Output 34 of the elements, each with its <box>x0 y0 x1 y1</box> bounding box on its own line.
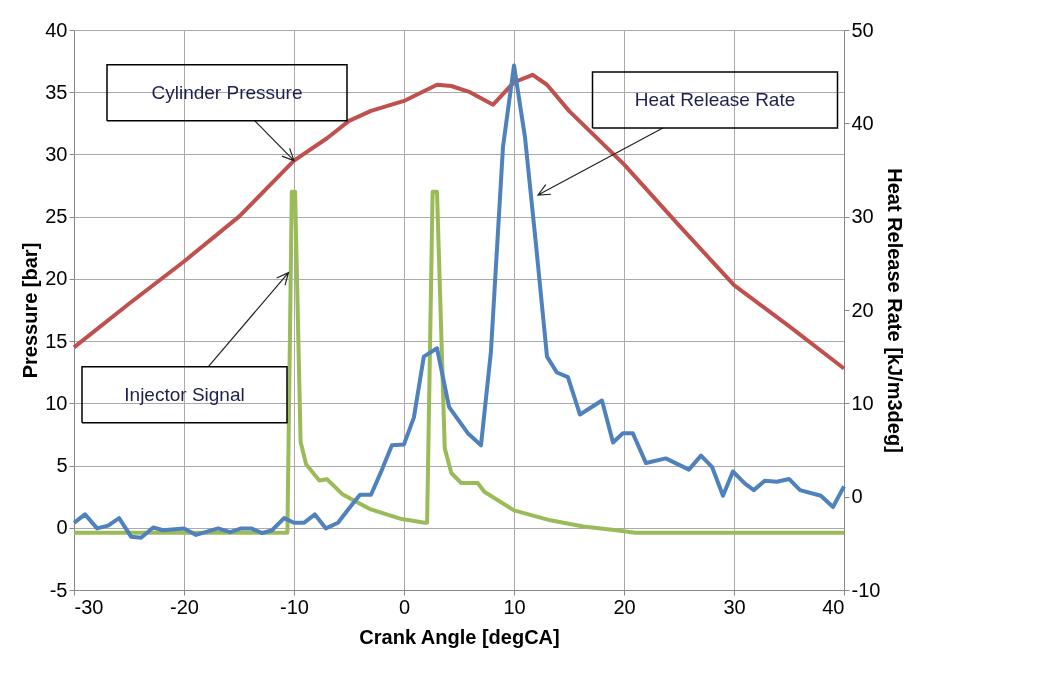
x-axis-title: Crank Angle [degCA] <box>359 625 560 648</box>
y2-tick-label: 10 <box>851 391 874 414</box>
y-tick-label: -5 <box>49 578 68 601</box>
y-tick-label: 25 <box>45 205 68 228</box>
y2-tick-label: 30 <box>851 205 874 228</box>
y-axis-title: Pressure [bar] <box>19 242 42 379</box>
y2-axis-title: Heat Release Rate [kJ/m3deg] <box>884 168 907 453</box>
annotation: Cylinder Pressure <box>151 81 303 103</box>
annotation: Injector Signal <box>124 383 245 405</box>
y2-tick-label: 40 <box>851 111 874 134</box>
x-tick-label: 0 <box>398 595 411 618</box>
y-tick-label: 10 <box>45 391 68 414</box>
line-series <box>72 63 846 540</box>
y2-tick-label: 20 <box>851 298 874 321</box>
x-tick-label: 10 <box>503 595 526 618</box>
x-tick-label: -10 <box>280 595 309 618</box>
y2-tick-label: 0 <box>851 485 863 508</box>
y2-tick-label: -10 <box>851 578 881 601</box>
y-tick-label: 0 <box>56 516 68 539</box>
x-tick-label: 20 <box>613 595 636 618</box>
y-tick-label: 5 <box>56 454 68 477</box>
y-tick-label: 15 <box>45 329 68 352</box>
x-tick-label: -20 <box>170 595 199 618</box>
line-series <box>72 189 846 535</box>
y-tick-label: 20 <box>45 267 68 290</box>
y-tick-label: 35 <box>45 80 68 103</box>
x-tick-label: -30 <box>74 595 104 618</box>
x-tick-label: 30 <box>723 595 746 618</box>
y-tick-label: 30 <box>45 142 68 165</box>
y2-tick-label: 50 <box>851 18 874 41</box>
annotation: Heat Release Rate <box>634 89 796 110</box>
line-series <box>72 72 846 371</box>
y-tick-label: 40 <box>45 18 68 41</box>
x-tick-label: 40 <box>822 595 845 618</box>
